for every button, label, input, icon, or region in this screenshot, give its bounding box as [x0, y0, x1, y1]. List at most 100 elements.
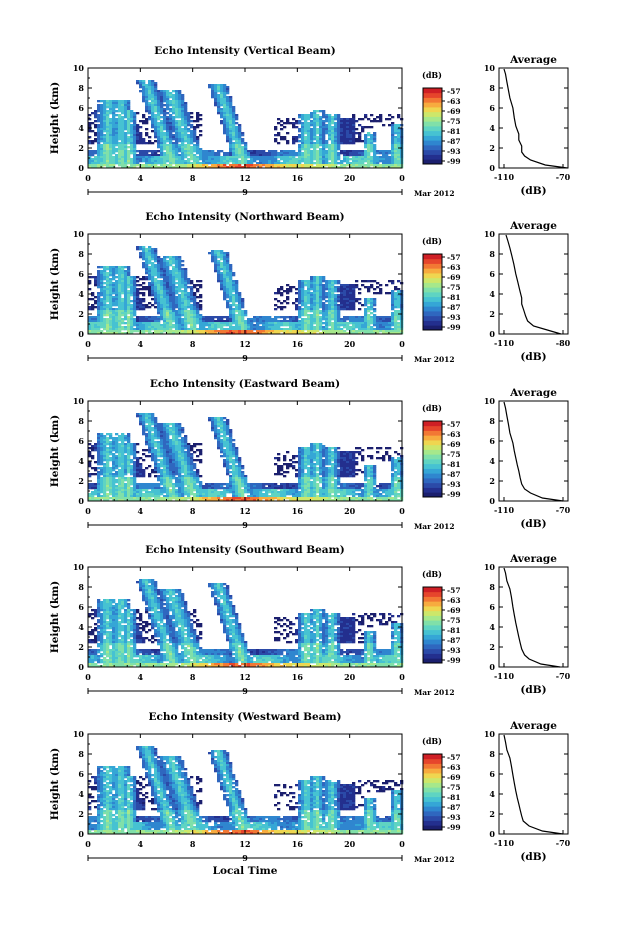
heatmap-cell — [184, 270, 188, 273]
heatmap-cell — [136, 324, 140, 327]
heatmap-cell — [361, 156, 365, 159]
heatmap-cell — [178, 306, 182, 309]
heatmap-cell — [109, 108, 113, 111]
heatmap-cell — [94, 162, 98, 165]
heatmap-cell — [136, 248, 140, 251]
heatmap-cell — [208, 328, 212, 331]
heatmap-cell — [100, 306, 104, 309]
heatmap-cell — [367, 150, 371, 153]
heatmap-cell — [223, 166, 227, 169]
heatmap-cell — [391, 124, 395, 127]
heatmap-cell — [340, 128, 344, 131]
heatmap-cell — [343, 158, 347, 161]
heatmap-cell — [352, 326, 356, 329]
heatmap-cell — [325, 322, 329, 325]
heatmap-cell — [208, 332, 212, 335]
heatmap-cell — [247, 166, 251, 169]
heatmap-cell — [226, 290, 230, 293]
heatmap-cell — [373, 330, 377, 333]
heatmap-cell — [157, 144, 161, 147]
heatmap-cell — [148, 104, 152, 107]
heatmap-cell — [178, 122, 182, 125]
heatmap-cell — [334, 312, 338, 315]
heatmap-cell — [94, 150, 98, 153]
heatmap-cell — [109, 292, 113, 295]
heatmap-cell — [100, 310, 104, 313]
heatmap-cell — [319, 332, 323, 335]
heatmap-cell — [106, 148, 110, 151]
heatmap-cell — [307, 280, 311, 283]
heatmap-cell — [127, 276, 131, 279]
heatmap-cell — [298, 292, 302, 295]
heatmap-cell — [367, 290, 371, 293]
heatmap-cell — [88, 128, 92, 131]
heatmap-cell — [178, 282, 182, 285]
heatmap-cell — [346, 288, 350, 291]
heatmap-cell — [343, 166, 347, 169]
heatmap-cell — [121, 272, 125, 275]
heatmap-cell — [199, 322, 203, 325]
heatmap-cell — [298, 302, 302, 305]
colorbar-swatch — [423, 116, 442, 122]
heatmap-cell — [181, 138, 185, 141]
heatmap-cell — [94, 140, 98, 143]
heatmap-cell — [298, 136, 302, 139]
heatmap-cell — [220, 274, 224, 277]
heatmap-cell — [301, 328, 305, 331]
heatmap-cell — [151, 328, 155, 331]
heatmap-cell — [214, 84, 218, 87]
heatmap-cell — [388, 162, 392, 165]
heatmap-cell — [379, 318, 383, 321]
heatmap-cell — [325, 130, 329, 133]
heatmap-cell — [352, 126, 356, 129]
heatmap-cell — [100, 122, 104, 125]
heatmap-cell — [304, 152, 308, 155]
heatmap-cell — [334, 294, 338, 297]
average-frame — [498, 67, 569, 169]
heatmap-cell — [223, 282, 227, 285]
heatmap-cell — [370, 320, 374, 323]
heatmap-cell — [211, 328, 215, 331]
heatmap-cell — [301, 300, 305, 303]
heatmap-cell — [322, 292, 326, 295]
heatmap-cell — [325, 292, 329, 295]
heatmap-cell — [238, 320, 242, 323]
heatmap-cell — [184, 326, 188, 329]
heatmap-cell — [175, 124, 179, 127]
heatmap-cell — [286, 288, 290, 291]
heatmap-cell — [241, 148, 245, 151]
heatmap-cell — [217, 272, 221, 275]
heatmap-cell — [154, 90, 158, 93]
heatmap-cell — [235, 322, 239, 325]
heatmap-cell — [130, 166, 134, 169]
heatmap-cell — [229, 126, 233, 129]
heatmap-cell — [160, 124, 164, 127]
heatmap-cell — [346, 142, 350, 145]
heatmap-cell — [118, 132, 122, 135]
heatmap-cell — [397, 164, 401, 167]
heatmap-cell — [268, 326, 272, 329]
heatmap-cell — [157, 98, 161, 101]
heatmap-cell — [181, 104, 185, 107]
heatmap-cell — [241, 160, 245, 163]
heatmap-cell — [220, 324, 224, 327]
heatmap-cell — [298, 150, 302, 153]
heatmap-cell — [196, 284, 200, 287]
heatmap-cell — [100, 308, 104, 311]
heatmap-cell — [385, 332, 389, 335]
heatmap-cell — [160, 304, 164, 307]
heatmap-cell — [238, 328, 242, 331]
colorbar-swatch — [423, 159, 442, 165]
heatmap-cell — [343, 122, 347, 125]
heatmap-cell — [232, 134, 236, 137]
heatmap-cell — [256, 158, 260, 161]
heatmap-cell — [100, 316, 104, 319]
heatmap-cell — [160, 146, 164, 149]
heatmap-cell — [145, 252, 149, 255]
heatmap-cell — [193, 310, 197, 313]
heatmap-cell — [175, 324, 179, 327]
heatmap-cell — [388, 332, 392, 335]
heatmap-cell — [211, 84, 215, 87]
heatmap-cell — [226, 124, 230, 127]
heatmap-cell — [88, 158, 92, 161]
